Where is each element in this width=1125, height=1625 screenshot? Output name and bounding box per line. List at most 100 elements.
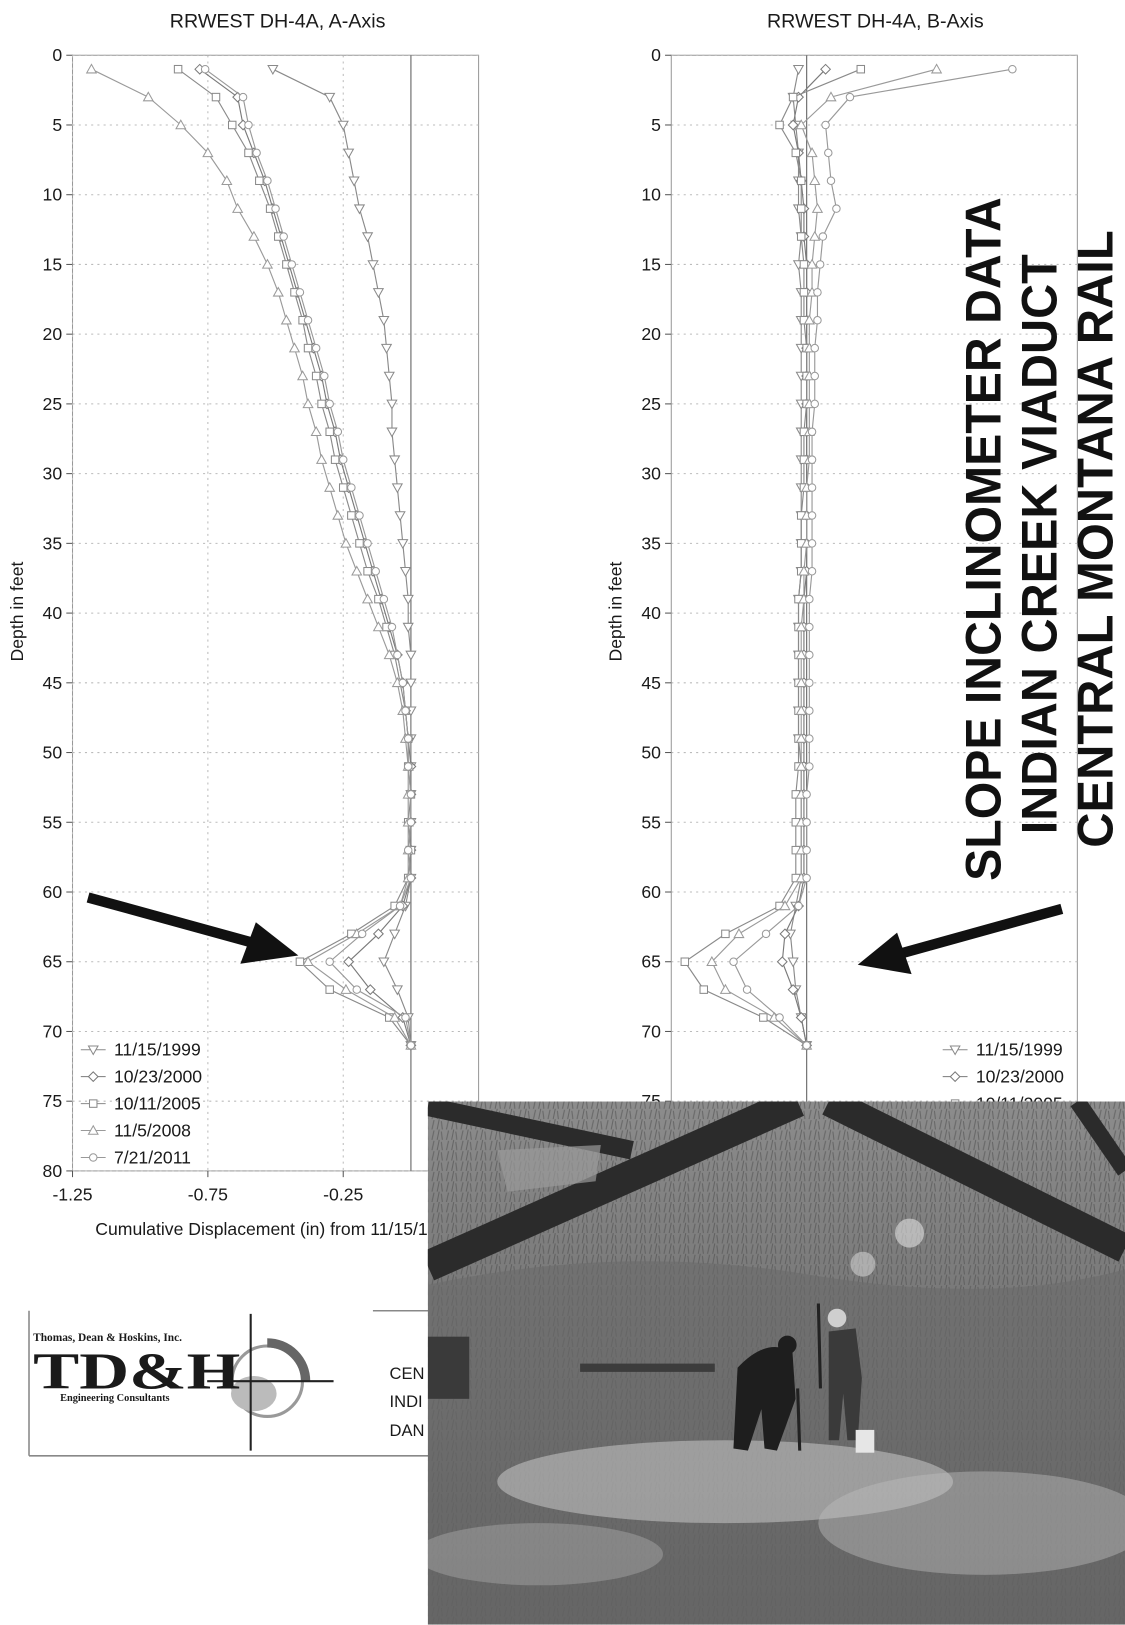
point <box>321 372 328 379</box>
y-tick-label: 5 <box>651 115 661 135</box>
y-tick-label: 25 <box>43 394 63 414</box>
point <box>326 958 333 965</box>
point <box>402 707 409 714</box>
point <box>797 205 804 212</box>
point <box>857 65 864 72</box>
y-tick-label: 75 <box>43 1091 63 1111</box>
project-line: DAN <box>390 1421 425 1440</box>
legend-label: 10/11/2005 <box>114 1094 201 1114</box>
chart: 05101520253035404550556065707580-1.25-0.… <box>7 10 479 1239</box>
legend-label: 10/23/2000 <box>976 1067 1064 1087</box>
point <box>743 986 750 993</box>
point <box>681 958 688 965</box>
y-tick-label: 15 <box>641 254 661 274</box>
point <box>808 428 815 435</box>
y-tick-label: 45 <box>641 673 661 693</box>
y-tick-label: 15 <box>43 254 63 274</box>
legend-label: 7/21/2011 <box>114 1147 191 1167</box>
legend-marker <box>90 1100 97 1107</box>
point <box>797 233 804 240</box>
point <box>312 344 319 351</box>
point <box>340 484 347 491</box>
charts: 05101520253035404550556065707580-1.25-0.… <box>7 10 1078 1239</box>
logo-block: Thomas, Dean & Hoskins, Inc. TD&H Engine… <box>29 1311 430 1456</box>
point <box>407 791 414 798</box>
tagline: Engineering Consultants <box>60 1393 170 1404</box>
point <box>811 344 818 351</box>
y-tick-label: 10 <box>43 185 63 205</box>
y-tick-label: 60 <box>641 882 661 902</box>
point <box>264 177 271 184</box>
point <box>833 205 840 212</box>
point <box>239 93 246 100</box>
point <box>827 177 834 184</box>
point <box>722 930 729 937</box>
point <box>280 233 287 240</box>
legend-label: 11/15/1999 <box>976 1040 1063 1060</box>
point <box>760 1014 767 1021</box>
point <box>326 986 333 993</box>
point <box>348 512 355 519</box>
point <box>808 540 815 547</box>
point <box>803 1042 810 1049</box>
project-line: CEN <box>390 1364 425 1383</box>
point <box>394 651 401 658</box>
plot-frame <box>73 55 479 1171</box>
banner-line: INDIAN CREEK VIADUCT <box>1012 254 1068 834</box>
y-tick-label: 65 <box>641 952 661 972</box>
point <box>762 930 769 937</box>
point <box>814 289 821 296</box>
point <box>326 428 333 435</box>
y-tick-label: 30 <box>641 464 661 484</box>
y-tick-label: 55 <box>641 812 661 832</box>
legend-label: 11/15/1999 <box>114 1040 201 1060</box>
y-tick-label: 50 <box>641 743 661 763</box>
point <box>253 149 260 156</box>
point <box>803 846 810 853</box>
point <box>174 65 181 72</box>
point <box>304 316 311 323</box>
point <box>353 986 360 993</box>
banner: SLOPE INCLINOMETER DATA INDIAN CREEK VIA… <box>956 197 1124 881</box>
y-tick-label: 25 <box>641 394 661 414</box>
point <box>776 121 783 128</box>
y-tick-label: 65 <box>43 952 63 972</box>
point <box>229 121 236 128</box>
point <box>407 874 414 881</box>
y-tick-label: 10 <box>641 185 661 205</box>
y-axis-label: Depth in feet <box>606 562 626 662</box>
point <box>846 93 853 100</box>
x-axis-label: Cumulative Displacement (in) from 11/15/… <box>95 1219 457 1239</box>
chart-title: RRWEST DH-4A, A-Axis <box>170 10 386 32</box>
point <box>326 400 333 407</box>
point <box>212 93 219 100</box>
company-name: Thomas, Dean & Hoskins, Inc. <box>33 1332 182 1344</box>
y-tick-label: 20 <box>641 324 661 344</box>
point <box>364 540 371 547</box>
point <box>399 679 406 686</box>
point <box>245 149 252 156</box>
point <box>334 428 341 435</box>
point <box>404 763 411 770</box>
y-tick-label: 80 <box>43 1161 63 1181</box>
y-axis-label: Depth in feet <box>7 562 27 662</box>
y-tick-label: 70 <box>641 1021 661 1041</box>
legend-label: 10/23/2000 <box>114 1067 202 1087</box>
point <box>304 344 311 351</box>
y-tick-label: 50 <box>43 743 63 763</box>
x-tick-label: -0.75 <box>188 1185 228 1205</box>
page-canvas: 05101520253035404550556065707580-1.25-0.… <box>0 0 1125 1625</box>
point <box>256 177 263 184</box>
point <box>380 595 387 602</box>
point <box>388 623 395 630</box>
y-tick-label: 35 <box>641 533 661 553</box>
point <box>404 846 411 853</box>
y-tick-label: 5 <box>52 115 62 135</box>
x-tick-label: -0.25 <box>323 1185 363 1205</box>
point <box>806 623 813 630</box>
point <box>808 456 815 463</box>
point <box>356 512 363 519</box>
point <box>806 707 813 714</box>
point <box>776 1014 783 1021</box>
point <box>797 177 804 184</box>
